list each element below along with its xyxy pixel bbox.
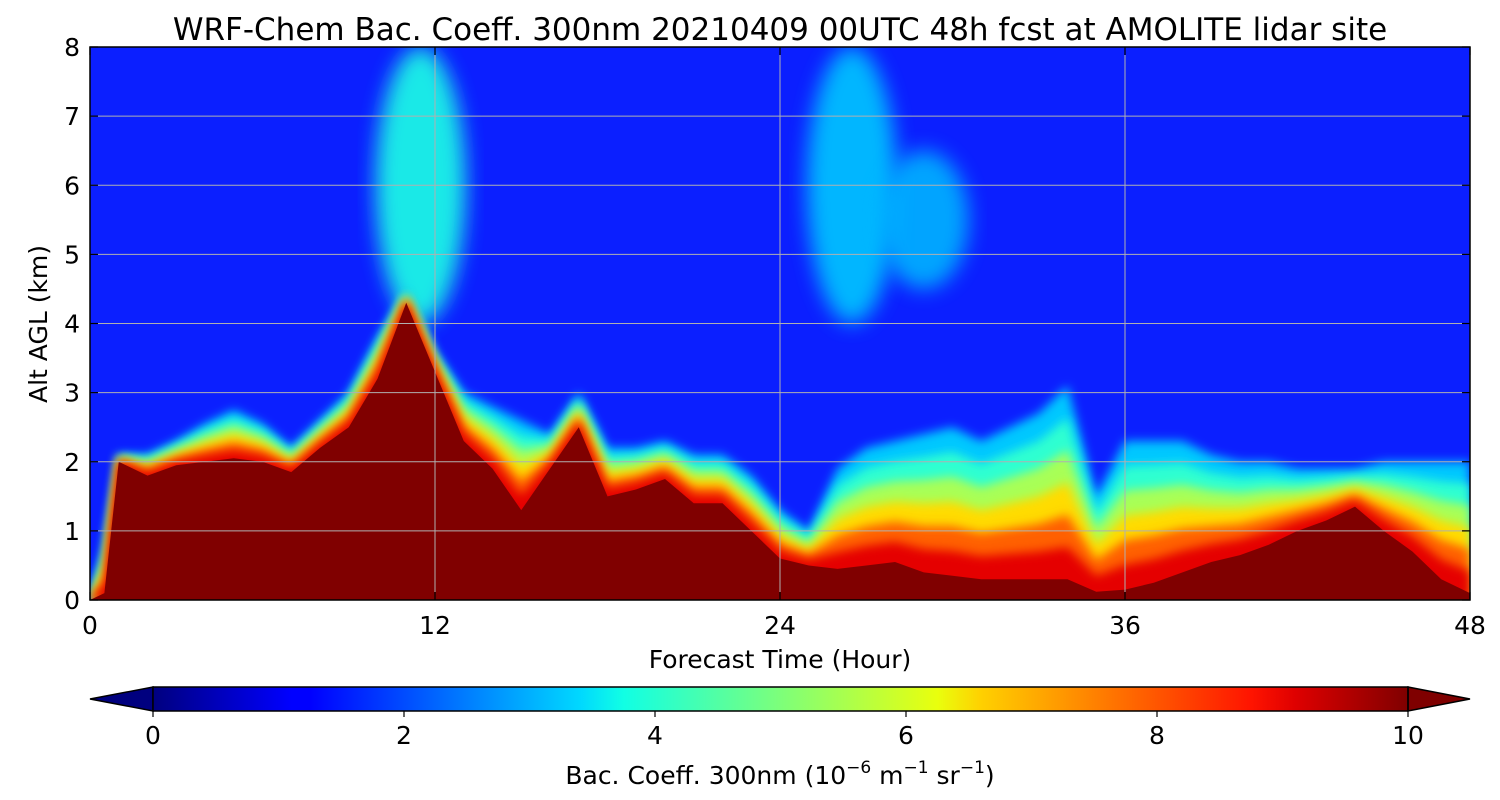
- y-tick-label-1: 1: [64, 517, 80, 546]
- colorbar-frame: [152, 686, 1409, 712]
- y-tick-label-8: 8: [64, 33, 80, 62]
- colorbar-tick-label-0: 0: [145, 721, 161, 750]
- y-axis-label: Alt AGL (km): [24, 245, 53, 403]
- colorbar-tick-label-1: 2: [396, 721, 412, 750]
- colorbar-label: Bac. Coeff. 300nm (10−6 m−1 sr−1): [565, 758, 994, 790]
- x-axis: 0 12 24 36 48: [82, 47, 1486, 640]
- colorbar-label-start: Bac. Coeff. 300nm (10: [565, 761, 846, 790]
- colorbar-label-end: ): [985, 761, 995, 790]
- colorbar: 0 2 4 6 8 10 Bac. Coeff. 300nm (10−6 m−1 sr−1…: [89, 686, 1471, 790]
- x-tick-label-3: 36: [1109, 611, 1141, 640]
- colorbar-tick-label-5: 10: [1392, 721, 1424, 750]
- x-tick-label-0: 0: [82, 611, 98, 640]
- y-tick-label-4: 4: [64, 310, 80, 339]
- colorbar-label-mid: m: [871, 761, 903, 790]
- x-tick-label-2: 24: [764, 611, 796, 640]
- x-tick-label-1: 12: [419, 611, 451, 640]
- x-axis-label: Forecast Time (Hour): [649, 645, 912, 674]
- colorbar-label-exp3: −1: [960, 758, 985, 778]
- y-tick-label-3: 3: [64, 379, 80, 408]
- y-tick-label-6: 6: [64, 171, 80, 200]
- y-tick-label-0: 0: [64, 586, 80, 615]
- colorbar-ticks: 0 2 4 6 8 10: [145, 711, 1424, 750]
- colorbar-gradient: [153, 687, 1408, 711]
- colorbar-extend-low: [89, 686, 154, 712]
- y-tick-label-2: 2: [64, 448, 80, 477]
- colorbar-label-exp2: −1: [904, 758, 929, 778]
- grid: [89, 46, 1471, 601]
- colorbar-label-exp1: −6: [846, 758, 871, 778]
- colorbar-tick-label-3: 6: [898, 721, 914, 750]
- y-tick-label-7: 7: [64, 102, 80, 131]
- plume-aloft-2: [878, 150, 969, 289]
- colorbar-extend-high: [1407, 686, 1471, 712]
- colorbar-tick-label-4: 8: [1149, 721, 1165, 750]
- chart-title: WRF-Chem Bac. Coeff. 300nm 20210409 00UT…: [173, 12, 1387, 48]
- y-tick-label-5: 5: [64, 240, 80, 269]
- x-tick-label-4: 48: [1454, 611, 1486, 640]
- colorbar-tick-label-2: 4: [647, 721, 663, 750]
- colorbar-label-mid2: sr: [929, 761, 961, 790]
- y-axis: 0 1 2 3 4 5 6 7 8: [64, 33, 1470, 615]
